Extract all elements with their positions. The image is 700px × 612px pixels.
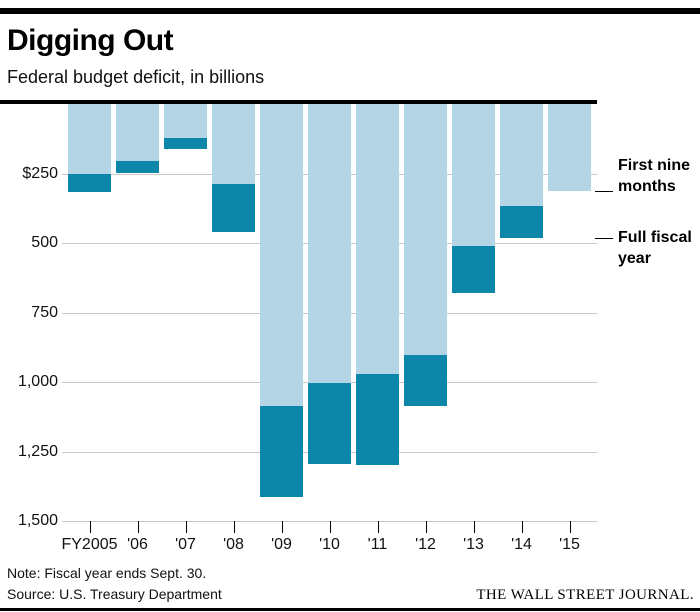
bar-first-nine-months-14 [500, 104, 543, 206]
y-axis-label-750: 750 [31, 303, 58, 321]
chart-title: Digging Out [7, 24, 174, 57]
bar-full-fiscal-year-11 [356, 373, 399, 466]
x-axis-tick-13 [473, 521, 475, 533]
x-axis-tick-fy2005 [89, 521, 91, 533]
x-axis-label-08: '08 [223, 536, 244, 553]
bar-full-fiscal-year-07 [164, 137, 207, 149]
x-axis-tick-08 [233, 521, 235, 533]
x-axis-tick-07 [185, 521, 187, 533]
bar-full-fiscal-year-13 [452, 245, 495, 294]
x-axis-label-10: '10 [319, 536, 340, 553]
x-axis-tick-14 [521, 521, 523, 533]
wsj-brand: THE WALL STREET JOURNAL. [476, 587, 694, 603]
y-axis-label-1250: 1,250 [17, 442, 58, 460]
annotation-line-firstninemonths [595, 191, 613, 192]
x-axis-label-13: '13 [463, 536, 484, 553]
x-axis-tick-11 [377, 521, 379, 533]
bar-first-nine-months-13 [452, 104, 495, 246]
x-axis-label-06: '06 [127, 536, 148, 553]
zero-baseline [0, 100, 597, 104]
bar-first-nine-months-10 [308, 104, 351, 384]
y-axis-label-1500: 1,500 [17, 512, 58, 529]
x-axis-label-09: '09 [271, 536, 292, 553]
y-axis-label-1000: 1,000 [17, 373, 58, 390]
x-axis-label-07: '07 [175, 536, 196, 553]
x-axis-label-11: '11 [367, 536, 388, 553]
chart-subtitle: Federal budget deficit, in billions [7, 67, 265, 87]
chart-note: Note: Fiscal year ends Sept. 30. [7, 565, 207, 581]
x-axis-label-fy2005: FY2005 [61, 536, 118, 553]
top-rule [0, 8, 700, 14]
x-axis-label-14: '14 [511, 536, 532, 553]
bar-full-fiscal-year-06 [116, 161, 159, 173]
bar-first-nine-months-15 [548, 104, 591, 191]
bar-first-nine-months-09 [260, 104, 303, 406]
bar-full-fiscal-year-14 [500, 205, 543, 239]
chart-source: Source: U.S. Treasury Department [7, 586, 222, 602]
bar-first-nine-months-11 [356, 104, 399, 374]
bar-full-fiscal-year-09 [260, 405, 303, 497]
bar-first-nine-months-06 [116, 104, 159, 162]
bar-first-nine-months-12 [404, 104, 447, 356]
bar-full-fiscal-year-08 [212, 183, 255, 232]
annotation-line-fullfiscalyear [595, 238, 613, 240]
bar-first-nine-months-07 [164, 104, 207, 138]
bar-first-nine-months-fy2005 [68, 104, 111, 174]
bar-first-nine-months-08 [212, 104, 255, 184]
bar-full-fiscal-year-12 [404, 355, 447, 407]
x-axis-tick-09 [281, 521, 283, 533]
y-axis-label-500: 500 [31, 234, 58, 251]
x-axis-tick-06 [137, 521, 139, 533]
bar-full-fiscal-year-10 [308, 383, 351, 464]
y-axis-label-250: $250 [22, 164, 58, 182]
x-axis-label-12: '12 [415, 536, 436, 553]
annotation-label-firstninemonths: First nine months [618, 157, 691, 195]
x-axis-tick-10 [329, 521, 331, 533]
x-axis-tick-15 [569, 521, 571, 533]
bar-full-fiscal-year-fy2005 [68, 173, 111, 193]
annotation-label-fullfiscalyear: Full fiscal year [618, 229, 692, 268]
x-axis-tick-12 [425, 521, 427, 533]
x-axis-label-15: '15 [559, 536, 580, 553]
bottom-rule [0, 608, 700, 611]
